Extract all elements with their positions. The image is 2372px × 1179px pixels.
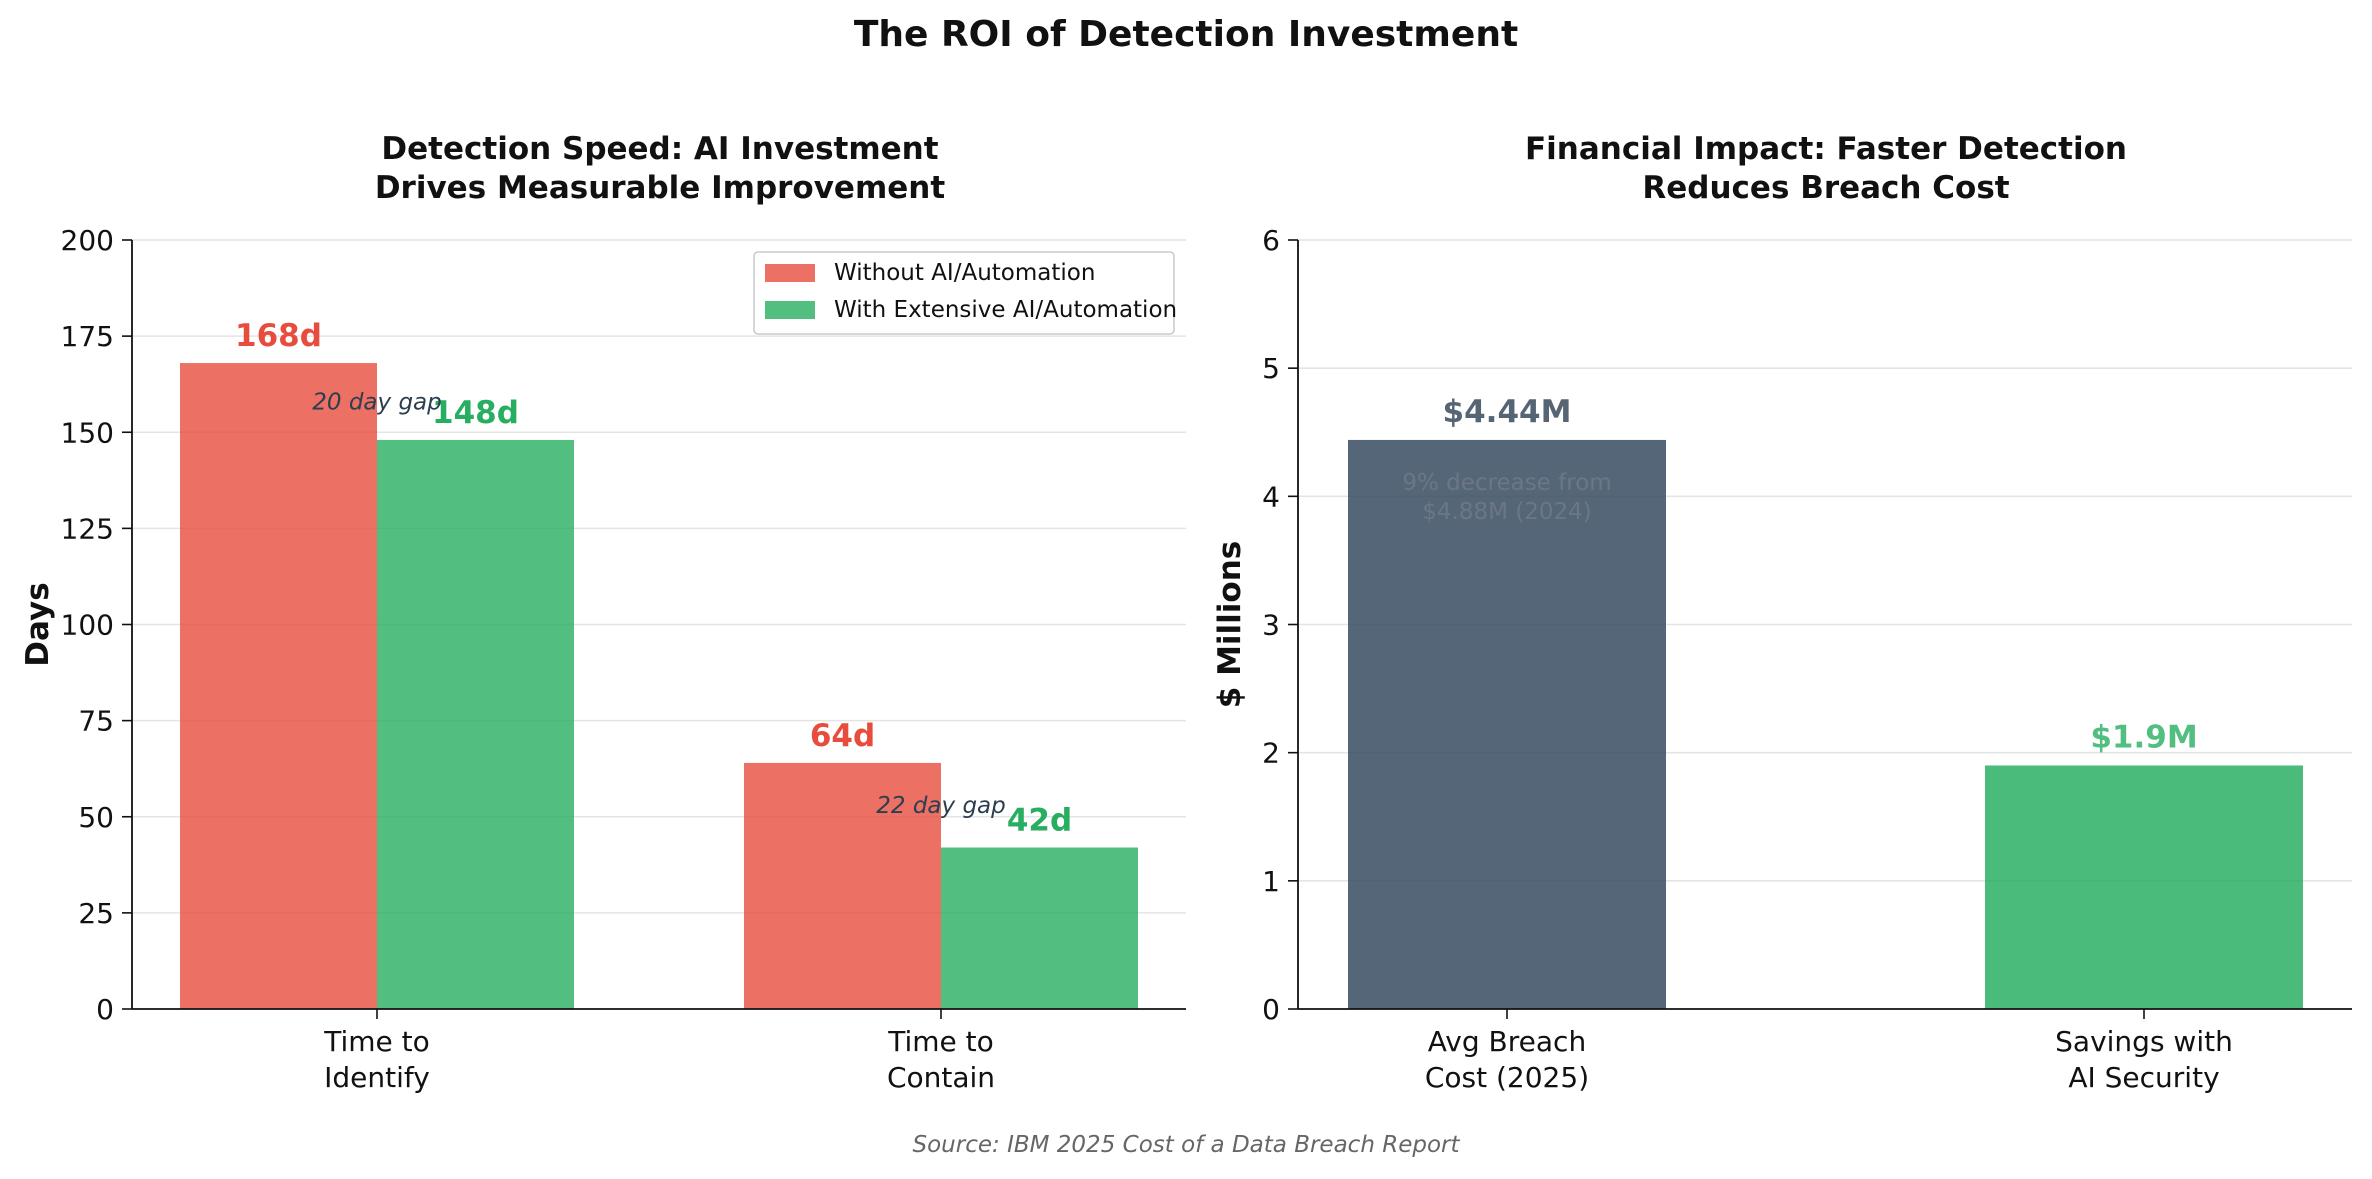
right-ytick-label: 3 — [1262, 609, 1280, 642]
right-bar-avg-breach-cost — [1348, 439, 1666, 1009]
legend-swatch — [765, 264, 815, 282]
legend-swatch — [765, 301, 815, 319]
left-gap-annotation: 20 day gap — [312, 389, 442, 415]
left-bar-without-ai — [180, 363, 377, 1009]
right-xtick-label: Avg Breach Cost (2025) — [1425, 1025, 1589, 1094]
legend-label: With Extensive AI/Automation — [834, 297, 1177, 323]
right-y-axis-label: $ Millions — [1212, 541, 1248, 709]
left-bar-value-label: 148d — [432, 395, 519, 431]
right-bar-value-label: $1.9M — [2090, 719, 2197, 755]
left-ytick-label: 200 — [61, 224, 114, 257]
left-y-axis-label: Days — [20, 582, 56, 666]
right-ytick-label: 5 — [1262, 352, 1280, 385]
right-ytick-label: 0 — [1262, 993, 1280, 1026]
left-ytick-label: 50 — [78, 801, 114, 834]
legend-frame — [753, 251, 1175, 335]
right-ytick-label: 4 — [1262, 480, 1280, 513]
right-xtick-label: Savings with AI Security — [2055, 1025, 2233, 1094]
detection-speed-chart: Detection Speed: AI Investment Drives Mea… — [20, 131, 1186, 1094]
right-bar-ai-savings — [1985, 765, 2303, 1009]
financial-impact-chart: Financial Impact: Faster Detection Reduce… — [1212, 131, 2352, 1094]
left-bar-with-ai — [941, 847, 1138, 1009]
left-xtick-label: Time to Contain — [887, 1025, 995, 1094]
left-bar-value-label: 64d — [810, 718, 875, 754]
left-ytick-label: 150 — [61, 416, 114, 449]
left-xtick-label: Time to Identify — [323, 1025, 430, 1094]
left-ytick-label: 25 — [78, 897, 114, 930]
figure-title: The ROI of Detection Investment — [854, 14, 1518, 55]
left-bar-without-ai — [744, 762, 941, 1009]
left-bar-value-label: 168d — [235, 318, 322, 354]
left-ytick-label: 100 — [61, 609, 114, 642]
left-chart-title: Detection Speed: AI Investment Drives Mea… — [375, 131, 946, 206]
source-note: Source: IBM 2025 Cost of a Data Breach R… — [913, 1132, 1461, 1158]
left-bar-with-ai — [377, 439, 574, 1009]
right-ytick-label: 2 — [1262, 737, 1280, 770]
legend-label: Without AI/Automation — [834, 260, 1095, 286]
right-ytick-label: 1 — [1262, 865, 1280, 898]
left-gap-annotation: 22 day gap — [876, 793, 1006, 819]
left-ytick-label: 75 — [78, 705, 114, 738]
left-ytick-label: 175 — [61, 320, 114, 353]
left-ytick-label: 0 — [96, 993, 114, 1026]
right-bar-value-label: $4.44M — [1443, 394, 1572, 430]
left-legend: Without AI/Automation With Extensive AI/A… — [753, 251, 1177, 335]
right-chart-title: Financial Impact: Faster Detection Reduce… — [1525, 131, 2127, 206]
right-decrease-annotation: 9% decrease from $4.88M (2024) — [1402, 470, 1611, 525]
right-ytick-label: 6 — [1262, 224, 1280, 257]
left-ytick-label: 125 — [61, 512, 114, 545]
left-bar-value-label: 42d — [1007, 803, 1072, 839]
